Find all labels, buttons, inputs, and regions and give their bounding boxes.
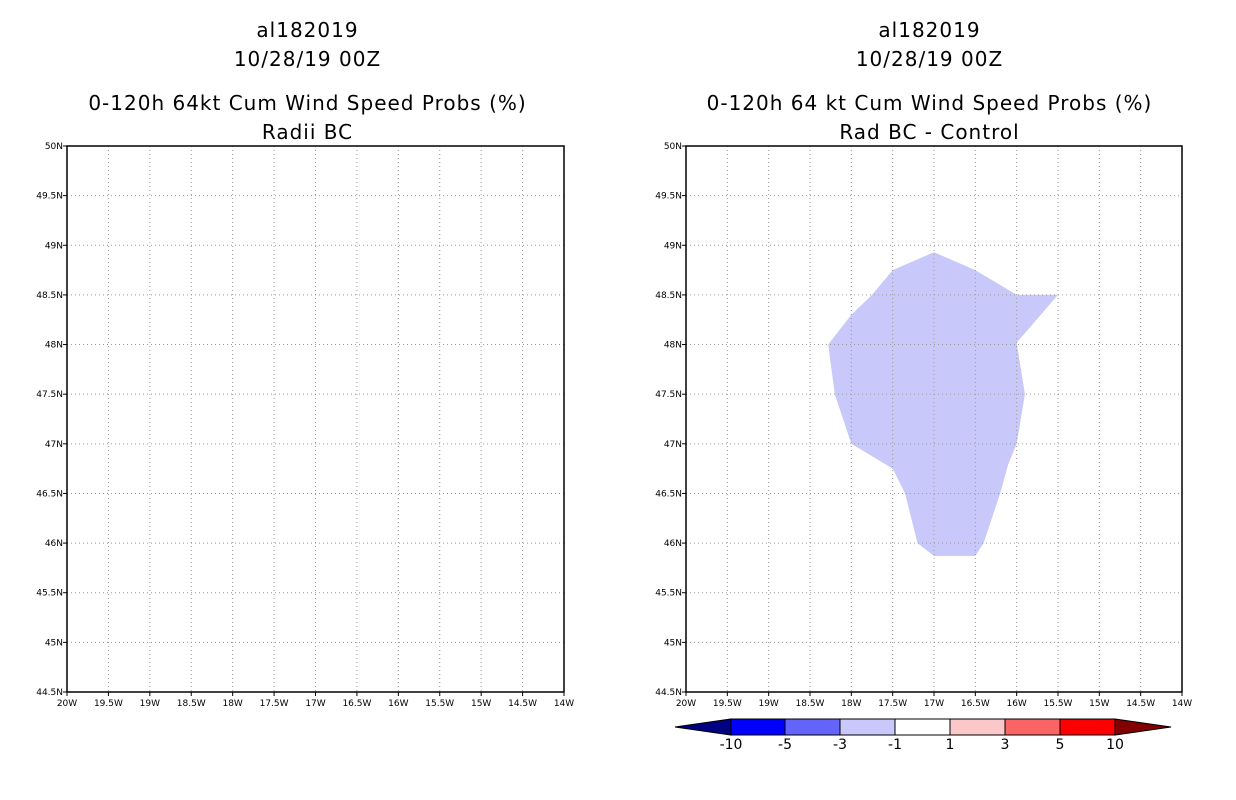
- y-tick-label: 49.5N: [36, 192, 63, 202]
- colorbar-segment-4: [894, 718, 951, 736]
- x-tick-label: 15W: [1089, 699, 1109, 709]
- y-tick-label: 47N: [45, 440, 63, 450]
- x-tick-label: 17.5W: [878, 699, 907, 709]
- right-title-storm-id: al182019: [878, 18, 981, 42]
- colorbar-label: -10: [720, 737, 743, 753]
- y-tick-label: 47N: [664, 440, 682, 450]
- y-tick-label: 48.5N: [655, 291, 682, 301]
- y-tick-label: 44.5N: [36, 688, 63, 698]
- colorbar-segment-0: [674, 718, 732, 736]
- left-title-experiment: Radii BC: [261, 120, 354, 144]
- right-title-product: 0-120h 64 kt Cum Wind Speed Probs (%): [706, 91, 1153, 115]
- colorbar-segment-2: [784, 718, 841, 736]
- x-tick-label: 19W: [758, 699, 778, 709]
- x-tick-label: 16.5W: [961, 699, 990, 709]
- x-tick-label: 14.5W: [1126, 699, 1155, 709]
- y-tick-label: 49N: [664, 241, 682, 251]
- right-panel-title: al182019 10/28/19 00Z 0-120h 64 kt Cum W…: [677, 16, 1182, 147]
- x-tick-label: 17.5W: [260, 699, 289, 709]
- x-tick-label: 15.5W: [425, 699, 454, 709]
- y-tick-label: 49.5N: [655, 192, 682, 202]
- x-tick-label: 18.5W: [796, 699, 825, 709]
- colorbar-label: 1: [946, 737, 955, 753]
- y-tick-label: 44.5N: [655, 688, 682, 698]
- x-tick-label: 18W: [222, 699, 242, 709]
- y-tick-label: 48N: [45, 341, 63, 351]
- y-tick-label: 45.5N: [36, 589, 63, 599]
- left-title-storm-id: al182019: [256, 18, 359, 42]
- x-tick-label: 15.5W: [1044, 699, 1073, 709]
- x-tick-label: 16W: [1006, 699, 1026, 709]
- y-tick-label: 47.5N: [36, 390, 63, 400]
- x-tick-label: 17W: [924, 699, 944, 709]
- map-frame: [66, 145, 565, 693]
- map-frame: [685, 145, 1183, 693]
- colorbar-label: -3: [833, 737, 847, 753]
- left-title-datetime: 10/28/19 00Z: [233, 47, 382, 71]
- x-tick-label: 19.5W: [713, 699, 742, 709]
- x-tick-label: 18.5W: [177, 699, 206, 709]
- y-tick-label: 45N: [45, 638, 63, 648]
- colorbar-label: 3: [1001, 737, 1010, 753]
- y-tick-label: 48N: [664, 341, 682, 351]
- x-tick-label: 14W: [554, 699, 574, 709]
- colorbar-segment-8: [1114, 718, 1172, 736]
- right-title-datetime: 10/28/19 00Z: [855, 47, 1004, 71]
- y-tick-label: 46.5N: [655, 489, 682, 499]
- y-tick-label: 50N: [45, 142, 63, 152]
- x-tick-label: 16.5W: [342, 699, 371, 709]
- x-tick-label: 17W: [305, 699, 325, 709]
- x-tick-label: 20W: [57, 699, 77, 709]
- y-tick-label: 50N: [664, 142, 682, 152]
- y-tick-label: 45.5N: [655, 589, 682, 599]
- x-tick-label: 19W: [140, 699, 160, 709]
- x-tick-label: 18W: [841, 699, 861, 709]
- colorbar: -10 -5 -3 -1 1 3 5 10: [674, 718, 1172, 753]
- colorbar-segment-7: [1059, 718, 1116, 736]
- colorbar-segment-5: [949, 718, 1006, 736]
- shaded-region-0: [828, 252, 1058, 556]
- right-map-panel: 20W 19.5W 19W 18.5W 18W 17.5W 17W 16.5W 16W 15.5W…: [655, 142, 1192, 709]
- left-title-product: 0-120h 64kt Cum Wind Speed Probs (%): [88, 91, 527, 115]
- y-tick-label: 46.5N: [36, 489, 63, 499]
- colorbar-label: -5: [778, 737, 792, 753]
- colorbar-segment-3: [839, 718, 896, 736]
- left-panel-title: al182019 10/28/19 00Z 0-120h 64kt Cum Wi…: [60, 16, 555, 147]
- colorbar-label: 5: [1056, 737, 1065, 753]
- right-title-experiment: Rad BC - Control: [839, 120, 1020, 144]
- y-tick-label: 45N: [664, 638, 682, 648]
- y-tick-label: 49N: [45, 241, 63, 251]
- x-tick-label: 14.5W: [508, 699, 537, 709]
- x-tick-label: 20W: [676, 699, 696, 709]
- x-tick-label: 15W: [471, 699, 491, 709]
- y-tick-label: 46N: [45, 539, 63, 549]
- colorbar-segment-6: [1004, 718, 1061, 736]
- x-tick-label: 19.5W: [94, 699, 123, 709]
- y-tick-label: 47.5N: [655, 390, 682, 400]
- colorbar-label: 10: [1106, 737, 1124, 753]
- y-tick-label: 46N: [664, 539, 682, 549]
- y-tick-label: 48.5N: [36, 291, 63, 301]
- x-tick-label: 14W: [1172, 699, 1192, 709]
- colorbar-label: -1: [888, 737, 902, 753]
- colorbar-segment-1: [730, 718, 786, 736]
- left-map-panel: 20W 19.5W 19W 18.5W 18W 17.5W 17W 16.5W 16W 15.5W…: [36, 142, 574, 709]
- x-tick-label: 16W: [388, 699, 408, 709]
